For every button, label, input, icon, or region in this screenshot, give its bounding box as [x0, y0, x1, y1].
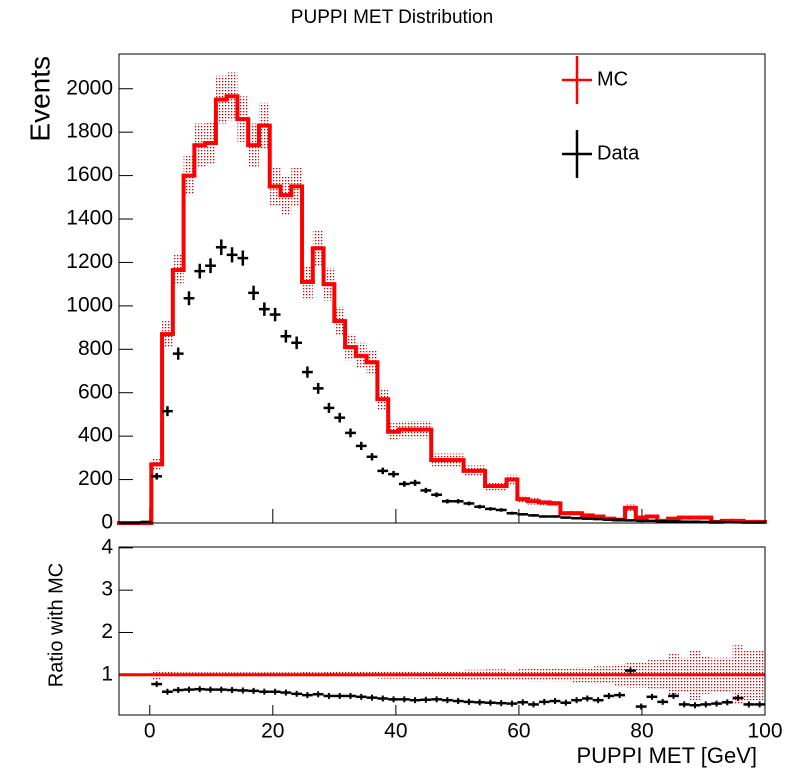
y-tick-label: 1600 [66, 163, 113, 186]
y-tick-label: 800 [78, 337, 113, 360]
x-tick-label: 60 [507, 720, 530, 743]
legend-label: MC [597, 68, 628, 90]
y-tick-label: 4 [101, 535, 113, 558]
plot-frame [118, 546, 766, 716]
x-tick-label: 40 [384, 720, 407, 743]
y-tick-label: 400 [78, 424, 113, 447]
legend-label: Data [597, 142, 640, 164]
x-tick-label: 100 [747, 720, 782, 743]
x-tick-label: 20 [261, 720, 284, 743]
x-axis-label: PUPPI MET [GeV] [576, 743, 757, 768]
y-axis-label: Events [24, 56, 55, 142]
x-tick-label: 0 [144, 720, 156, 743]
y-tick-label: 1400 [66, 207, 113, 230]
plot-frame [118, 53, 766, 524]
y-tick-label: 1200 [66, 250, 113, 273]
y-tick-label: 0 [101, 511, 113, 534]
y-tick-label: 2 [101, 620, 113, 643]
y-tick-label: 1000 [66, 293, 113, 316]
x-tick-label: 80 [630, 720, 653, 743]
y-tick-label: 1800 [66, 120, 113, 143]
y-tick-label: 2000 [66, 76, 113, 99]
y-tick-label: 1 [101, 662, 113, 685]
y-tick-label: 3 [101, 578, 113, 601]
chart-title: PUPPI MET Distribution [291, 7, 493, 28]
y-tick-label: 200 [78, 467, 113, 490]
y-axis-label: Ratio with MC [45, 563, 67, 687]
y-tick-label: 600 [78, 380, 113, 403]
